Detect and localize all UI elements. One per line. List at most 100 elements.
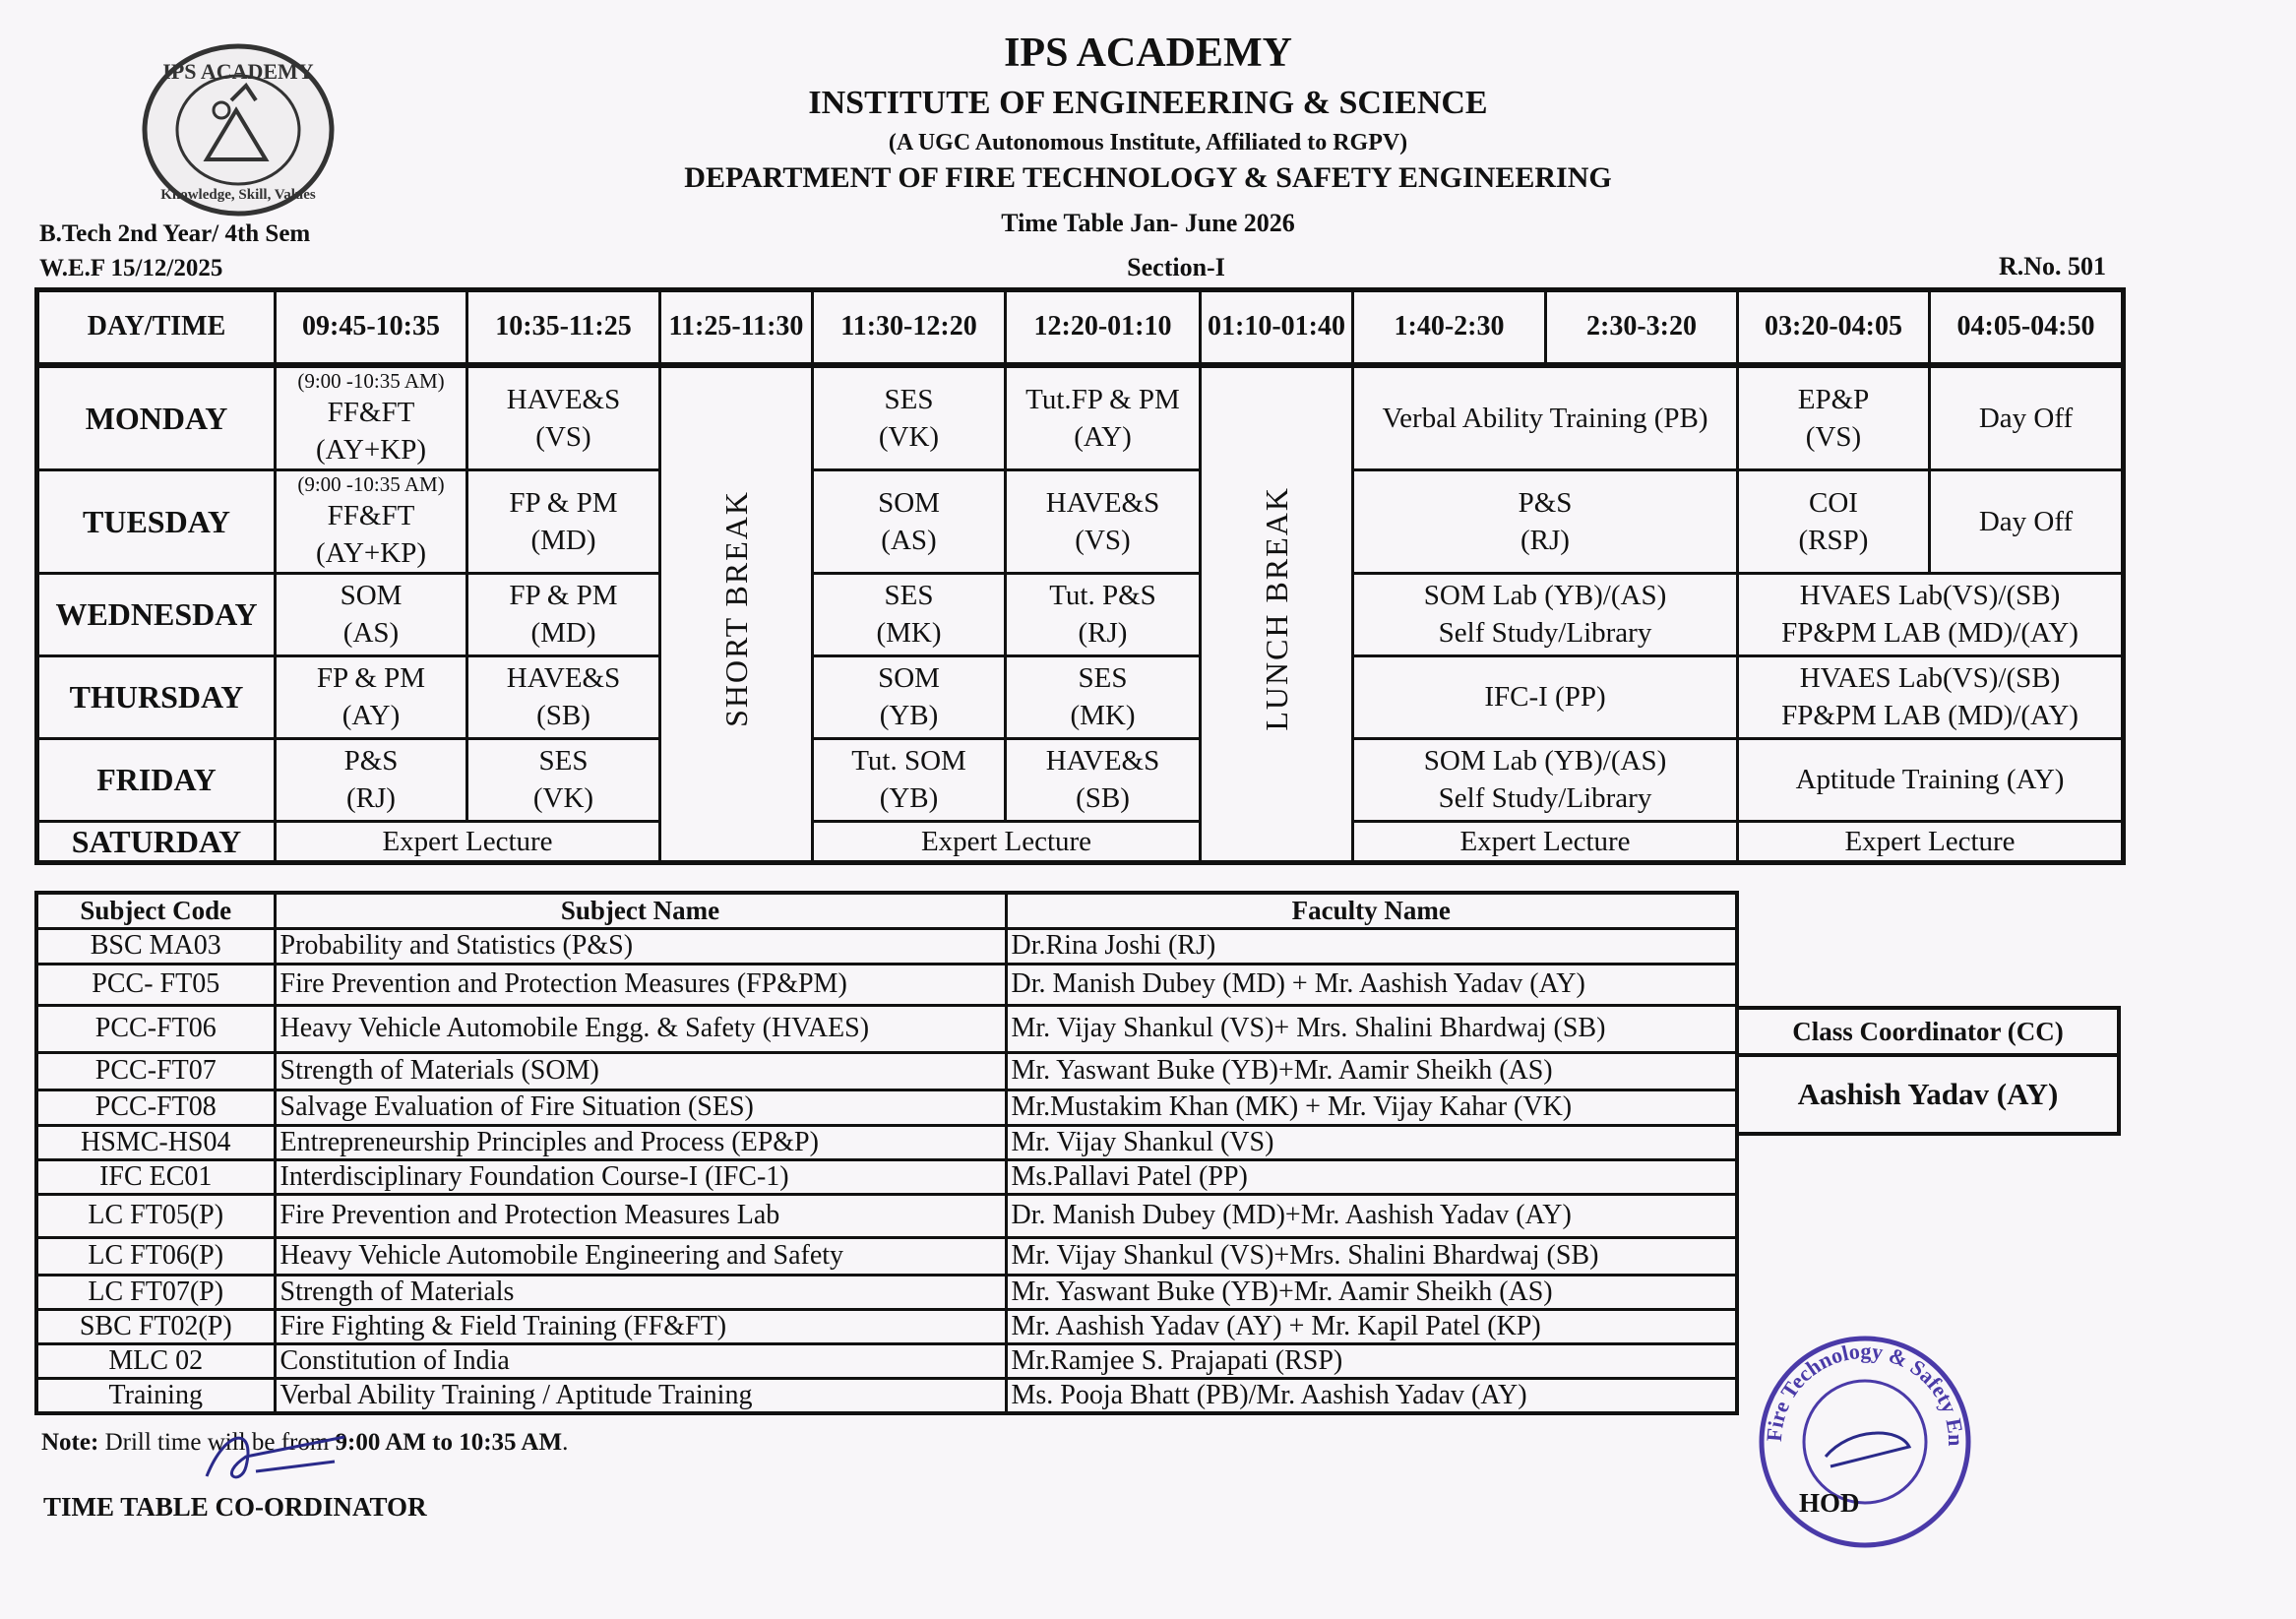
institute-name: INSTITUTE OF ENGINEERING & SCIENCE [808, 85, 1488, 121]
col-header: 03:20-04:05 [1736, 288, 1931, 368]
period-cell: Tut. P&S (RJ) [1004, 571, 1202, 657]
period-cell: Expert Lecture [274, 819, 661, 864]
department-name: DEPARTMENT OF FIRE TECHNOLOGY & SAFETY E… [684, 161, 1612, 194]
faculty-name: Mr. Vijay Shankul (VS)+Mrs. Shalini Bhar… [1004, 1235, 1739, 1277]
col-header: 1:40-2:30 [1351, 288, 1547, 368]
col-header: 09:45-10:35 [274, 288, 468, 368]
period-cell: SES (VK) [465, 736, 661, 823]
faculty-name: Dr. Manish Dubey (MD)+Mr. Aashish Yadav … [1004, 1192, 1739, 1239]
period-cell: Day Off [1928, 467, 2125, 575]
coordinator-signature [205, 1435, 345, 1479]
day-label: SATURDAY [35, 819, 277, 864]
period-cell: EP&P (VS) [1736, 363, 1931, 471]
period-cell: FP & PM (AY) [274, 654, 468, 740]
faculty-name: Mr. Aashish Yadav (AY) + Mr. Kapil Patel… [1004, 1307, 1739, 1345]
col-header: 12:20-01:10 [1004, 288, 1202, 368]
hod-stamp: Fire Technology & Safety Engg. [1742, 1319, 1971, 1548]
period-cell: (9:00 -10:35 AM) FF&FT (AY+KP) [274, 363, 468, 471]
wef-date: W.E.F 15/12/2025 [39, 255, 223, 281]
timetable-coordinator-label: TIME TABLE CO-ORDINATOR [43, 1492, 427, 1522]
course-label: B.Tech 2nd Year/ 4th Sem [39, 220, 311, 247]
subject-row: SBC FT02(P) Fire Fighting & Field Trainin… [34, 1307, 1739, 1345]
period-cell: Verbal Ability Training (PB) [1351, 363, 1739, 471]
row-monday: MONDAY (9:00 -10:35 AM) FF&FT (AY+KP) HAVE… [35, 363, 2125, 864]
subject-code: LC FT05(P) [34, 1192, 277, 1239]
subject-row: IFC EC01 Interdisciplinary Foundation Cou… [34, 1157, 1739, 1196]
subject-name: Strength of Materials (SOM) [273, 1050, 1008, 1091]
period-cell: P&S (RJ) [274, 736, 468, 823]
subject-name: Fire Prevention and Protection Measures … [273, 962, 1008, 1007]
faculty-name: Dr. Manish Dubey (MD) + Mr. Aashish Yada… [1004, 962, 1739, 1007]
timetable-grid: DAY/TIME 09:45-10:35 10:35-11:25 11:25-1… [34, 287, 2126, 865]
subject-row: PCC- FT05 Fire Prevention and Protection … [34, 962, 1739, 1007]
col-header: 10:35-11:25 [465, 288, 661, 368]
subject-row: BSC MA03 Probability and Statistics (P&S)… [34, 926, 1739, 965]
period-cell: SOM (YB) [811, 654, 1007, 740]
subject-name: Interdisciplinary Foundation Course-I (I… [273, 1157, 1008, 1196]
subject-name: Fire Prevention and Protection Measures … [273, 1192, 1008, 1239]
faculty-name: Mr. Vijay Shankul (VS)+ Mrs. Shalini Bha… [1004, 1003, 1739, 1054]
subject-code: HSMC-HS04 [34, 1123, 277, 1161]
hod-label: HOD [1799, 1488, 1860, 1518]
day-label: THURSDAY [35, 654, 277, 740]
subject-row: PCC-FT07 Strength of Materials (SOM) Mr. Y… [34, 1050, 1739, 1091]
subject-code: PCC-FT06 [34, 1003, 277, 1054]
period-cell: HAVE&S (SB) [1004, 736, 1202, 823]
subject-code: LC FT06(P) [34, 1235, 277, 1277]
faculty-name: Ms.Pallavi Patel (PP) [1004, 1157, 1739, 1196]
period-cell: FP & PM (MD) [465, 571, 661, 657]
header-row: DAY/TIME 09:45-10:35 10:35-11:25 11:25-1… [35, 288, 2125, 368]
period-cell: Day Off [1928, 363, 2125, 471]
subject-row: HSMC-HS04 Entrepreneurship Principles and… [34, 1123, 1739, 1161]
period-cell: HVAES Lab(VS)/(SB) FP&PM LAB (MD)/(AY) [1736, 571, 2125, 657]
period-cell: HAVE&S (VS) [1004, 467, 1202, 575]
period-cell: HAVE&S (SB) [465, 654, 661, 740]
subject-faculty-table: Subject Code Subject Name Faculty Name B… [34, 891, 1739, 1415]
col-header: 04:05-04:50 [1928, 288, 2125, 368]
row-friday: FRIDAY P&S (RJ) SES (VK) Tut. SOM (YB) HAVE… [35, 736, 2125, 823]
affiliation: (A UGC Autonomous Institute, Affiliated … [888, 130, 1408, 156]
subject-header-row: Subject Code Subject Name Faculty Name [34, 891, 1739, 930]
subject-row: LC FT06(P) Heavy Vehicle Automobile Engin… [34, 1235, 1739, 1277]
period-cell: IFC-I (PP) [1351, 654, 1739, 740]
period-cell: SES (MK) [1004, 654, 1202, 740]
subject-row: LC FT05(P) Fire Prevention and Protection… [34, 1192, 1739, 1239]
faculty-name: Mr.Mustakim Khan (MK) + Mr. Vijay Kahar … [1004, 1088, 1739, 1127]
row-wednesday: WEDNESDAY SOM (AS) FP & PM (MD) SES (MK) Tu… [35, 571, 2125, 657]
subject-code: BSC MA03 [34, 926, 277, 965]
day-label: FRIDAY [35, 736, 277, 823]
period-cell: Expert Lecture [1736, 819, 2125, 864]
academy-title: IPS ACADEMY [1004, 31, 1292, 76]
subject-code: MLC 02 [34, 1341, 277, 1380]
period-cell: FP & PM (MD) [465, 467, 661, 575]
col-header: 11:25-11:30 [658, 288, 814, 368]
section-label: Section-I [1127, 253, 1225, 281]
row-thursday: THURSDAY FP & PM (AY) HAVE&S (SB) SOM (YB) … [35, 654, 2125, 740]
row-saturday: SATURDAY Expert Lecture Expert Lecture E… [35, 819, 2125, 864]
subject-code: IFC EC01 [34, 1157, 277, 1196]
subject-row: PCC-FT06 Heavy Vehicle Automobile Engg. &… [34, 1003, 1739, 1054]
period-cell: SOM (AS) [811, 467, 1007, 575]
faculty-name: Dr.Rina Joshi (RJ) [1004, 926, 1739, 965]
faculty-name: Ms. Pooja Bhatt (PB)/Mr. Aashish Yadav (… [1004, 1376, 1739, 1414]
col-header: DAY/TIME [35, 288, 277, 368]
subject-name: Heavy Vehicle Automobile Engineering and… [273, 1235, 1008, 1277]
period-cell: HVAES Lab(VS)/(SB) FP&PM LAB (MD)/(AY) [1736, 654, 2125, 740]
faculty-name: Mr. Yaswant Buke (YB)+Mr. Aamir Sheikh (… [1004, 1273, 1739, 1311]
room-number: R.No. 501 [1998, 252, 2106, 280]
period-cell: SOM Lab (YB)/(AS) Self Study/Library [1351, 736, 1739, 823]
subject-row: PCC-FT08 Salvage Evaluation of Fire Situa… [34, 1088, 1739, 1127]
subject-name: Fire Fighting & Field Training (FF&FT) [273, 1307, 1008, 1345]
subject-name: Verbal Ability Training / Aptitude Train… [273, 1376, 1008, 1414]
subject-row: Training Verbal Ability Training / Aptitu… [34, 1376, 1739, 1414]
period-cell: Tut.FP & PM (AY) [1004, 363, 1202, 471]
subject-code: PCC- FT05 [34, 962, 277, 1007]
period-cell: SES (VK) [811, 363, 1007, 471]
period-cell: COI (RSP) [1736, 467, 1931, 575]
period-cell: Aptitude Training (AY) [1736, 736, 2125, 823]
col-header: Faculty Name [1004, 891, 1739, 930]
subject-name: Probability and Statistics (P&S) [273, 926, 1008, 965]
subject-code: PCC-FT07 [34, 1050, 277, 1091]
col-header: 01:10-01:40 [1199, 288, 1354, 368]
